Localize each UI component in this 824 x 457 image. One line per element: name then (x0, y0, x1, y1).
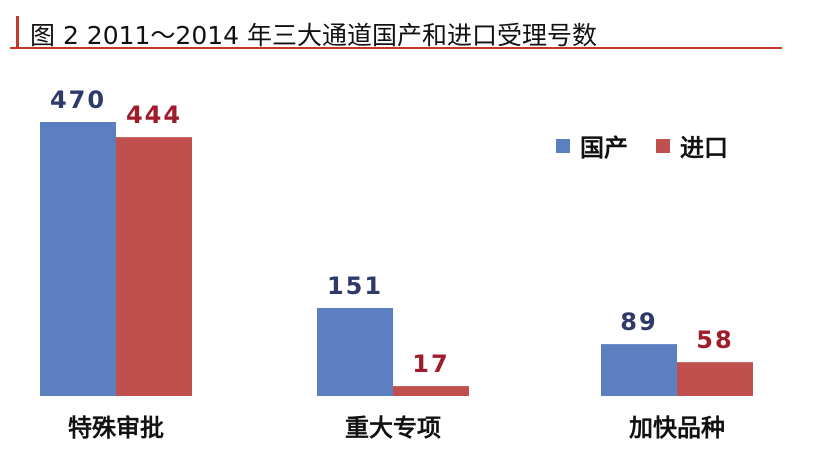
legend-label-imported: 进口 (680, 134, 728, 162)
bar-2-0 (601, 344, 677, 396)
title-accent-mark (16, 16, 19, 48)
legend-label-domestic: 国产 (580, 134, 628, 162)
legend-swatch-imported (656, 138, 670, 153)
category-label-0: 特殊审批 (68, 414, 164, 442)
data-label-2-1: 58 (696, 326, 733, 354)
bar-0-0 (40, 122, 116, 396)
data-label-0-0: 470 (50, 86, 106, 114)
data-label-1-0: 151 (327, 272, 383, 300)
bar-1-1 (393, 386, 469, 396)
chart-title: 图 2 2011～2014 年三大通道国产和进口受理号数 (30, 21, 597, 50)
title-bar: 图 2 2011～2014 年三大通道国产和进口受理号数 (10, 12, 780, 50)
data-label-0-1: 444 (126, 101, 182, 129)
data-label-1-1: 17 (412, 350, 449, 378)
legend-item-imported: 进口 (656, 128, 728, 163)
category-label-1: 重大专项 (345, 414, 441, 442)
legend-swatch-domestic (556, 138, 570, 153)
title-underline (10, 47, 782, 49)
data-label-2-0: 89 (620, 308, 657, 336)
legend: 国产 进口 (556, 128, 728, 163)
bar-1-0 (317, 307, 393, 396)
legend-item-domestic: 国产 (556, 128, 628, 163)
bar-2-1 (677, 362, 753, 396)
bar-0-1 (116, 137, 192, 396)
category-label-2: 加快品种 (629, 414, 725, 442)
